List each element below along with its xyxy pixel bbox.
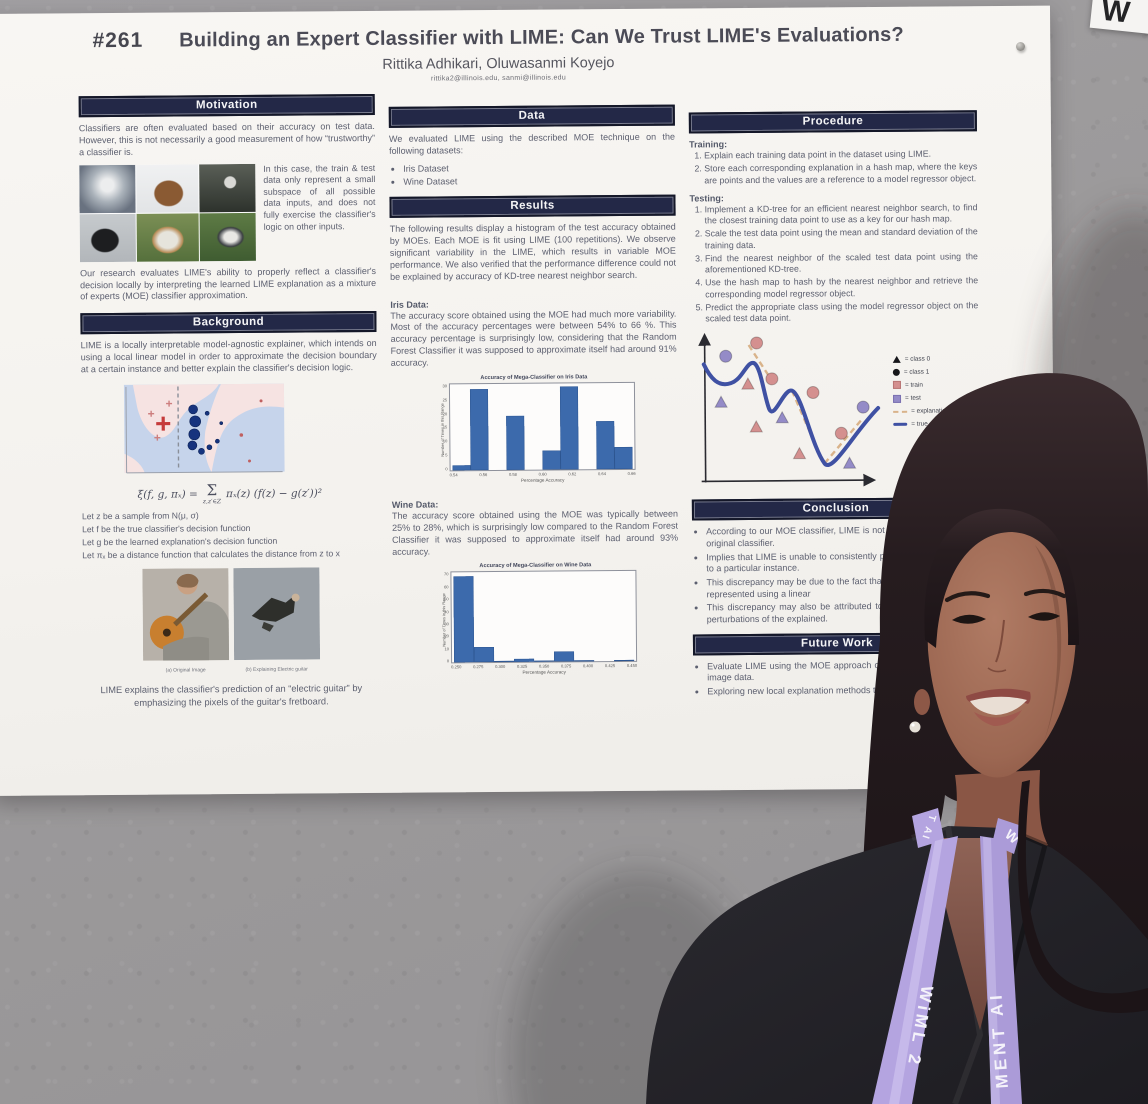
marker-test-class0 [842, 456, 857, 470]
nostrils [987, 667, 1007, 673]
right-eyebrow [1023, 588, 1067, 599]
marker-train-class1 [750, 336, 764, 350]
marker-train-class0 [749, 420, 764, 433]
lime-decision-boundary-figure [123, 383, 285, 474]
left-eye [952, 614, 986, 624]
ear [914, 689, 930, 715]
red-cross-marker [156, 416, 171, 431]
teeth [970, 696, 1027, 715]
hair-fringe [924, 508, 1080, 648]
photo-lime-explanation-guitar [232, 567, 320, 661]
face-features [944, 588, 1067, 726]
right-eye [1028, 612, 1060, 621]
diagram-markers [714, 336, 870, 470]
marker-train-class1 [765, 372, 779, 386]
photo-original-guitar [141, 568, 229, 662]
class-dots [187, 404, 224, 455]
nose [995, 619, 1005, 663]
marker-test-class1 [856, 400, 870, 414]
marker-test-class0 [775, 410, 790, 424]
marker-train-class1 [806, 386, 820, 400]
left-eyebrow [944, 591, 991, 603]
true-classifier-curve [701, 361, 881, 468]
lower-lip [974, 710, 1022, 726]
marker-test-class0 [714, 395, 728, 409]
column-left: Motivation Classifiers are often evaluat… [78, 93, 380, 710]
research-poster: #261 Building an Expert Classifier with … [0, 5, 1057, 796]
pushpin [1016, 42, 1025, 51]
marker-train-class0 [792, 446, 807, 460]
pearl-earring [909, 721, 921, 733]
lanyard: WiML 2 MENT AI T AI W [872, 808, 1023, 1104]
marker-train-class1 [834, 427, 848, 441]
face-shadow [1035, 545, 1062, 752]
marker-test-class1 [719, 349, 733, 363]
moe-concept-diagram: = class 0 = class 1 = train = test = exp… [691, 329, 980, 491]
face [927, 514, 1077, 778]
marker-train-class0 [741, 377, 755, 390]
column-right: Procedure Training: Explain each trainin… [688, 110, 982, 704]
guitar-figure: (a) Original Image (b) Explaining Electr… [82, 567, 379, 674]
